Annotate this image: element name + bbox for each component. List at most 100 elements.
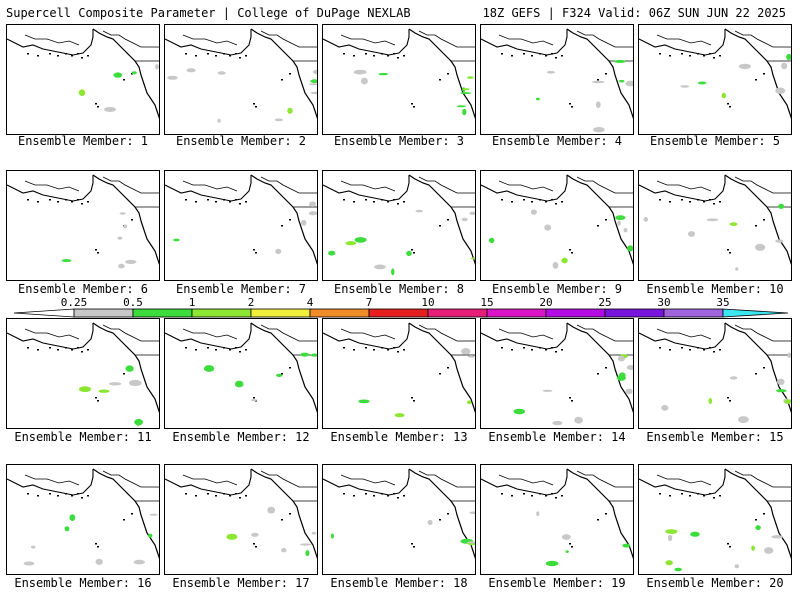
scp-contour-fill [300, 352, 310, 357]
scp-contour-fill [312, 69, 317, 75]
island-mark [413, 252, 415, 254]
coastline-path [656, 474, 712, 486]
island-mark [531, 495, 533, 497]
scp-contour-fill [778, 203, 785, 209]
scp-contour-fill [469, 511, 475, 515]
scp-contour-fill [133, 559, 145, 565]
scp-contour-fill [626, 365, 633, 370]
map-graphic [481, 174, 633, 269]
island-mark [439, 225, 441, 227]
island-mark [539, 53, 541, 55]
island-mark [501, 53, 503, 55]
island-mark [729, 546, 731, 548]
ensemble-member-map [638, 24, 792, 135]
island-mark [727, 103, 729, 105]
scp-contour-fill [561, 257, 568, 264]
island-mark [229, 495, 231, 497]
island-mark [571, 546, 573, 548]
island-mark [689, 55, 691, 57]
ensemble-member-map [322, 170, 476, 281]
coastline-path [498, 328, 554, 340]
scp-contour-fill [661, 404, 669, 411]
chart-title: Supercell Composite Parameter | College … [6, 6, 411, 20]
coastline-path [102, 470, 159, 488]
island-mark [49, 53, 51, 55]
scp-contour-fill [729, 376, 738, 380]
island-mark [689, 495, 691, 497]
scp-contour-fill [234, 380, 244, 388]
island-mark [439, 373, 441, 375]
island-mark [659, 347, 661, 349]
scp-contour-fill [358, 399, 370, 404]
member-caption: Ensemble Member: 15 [646, 430, 784, 444]
island-mark [37, 201, 39, 203]
coastline-path [724, 468, 791, 559]
island-mark [255, 252, 257, 254]
coastline-path [250, 322, 317, 413]
scp-contour-fill [217, 118, 221, 123]
coastline-path [182, 180, 238, 192]
coastline-path [7, 469, 94, 496]
coastline-path [165, 29, 252, 56]
colorbar-graphic: 0.25 0.5 1 2 4 7 10 15 20 25 30 35 [14, 296, 789, 318]
basemap [481, 174, 633, 265]
map-graphic [323, 468, 475, 559]
scp-contour-fill [113, 72, 123, 78]
colorbar-segment [486, 308, 547, 318]
island-mark [681, 347, 683, 349]
island-mark [97, 546, 99, 548]
map-graphic [481, 468, 633, 567]
coastline-path [576, 176, 633, 194]
coastline-path [576, 470, 633, 488]
island-mark [719, 495, 721, 497]
scp-contour-fill [552, 261, 559, 269]
scp-contour-fill [427, 519, 433, 525]
member-caption: Ensemble Member: 16 [14, 576, 152, 590]
colorbar-tick-label: 4 [307, 296, 314, 309]
colorbar-segment [191, 308, 252, 318]
island-mark [87, 55, 89, 57]
coastline-path [418, 324, 475, 342]
colorbar-segment [73, 308, 134, 318]
island-mark [605, 73, 607, 75]
scp-contour-fill [771, 535, 784, 539]
coastline-path [323, 175, 410, 202]
island-mark [81, 203, 83, 205]
island-mark [727, 397, 729, 399]
island-mark [659, 53, 661, 55]
island-mark [597, 519, 599, 521]
scp-contour-fill [470, 257, 475, 260]
island-mark [207, 199, 209, 201]
coastline-path [566, 322, 633, 413]
colorbar-segment [132, 308, 193, 318]
scp-contour-fill [251, 532, 259, 537]
island-mark [411, 543, 413, 545]
coastline-path [498, 474, 554, 486]
island-mark [215, 55, 217, 57]
coastline-path [408, 174, 475, 265]
island-mark [353, 495, 355, 497]
island-mark [87, 495, 89, 497]
scp-contour-fill [203, 365, 215, 372]
map-graphic [323, 28, 475, 119]
coastline-path [92, 28, 159, 119]
scp-contour-fill [775, 239, 784, 243]
member-caption: Ensemble Member: 1 [17, 134, 149, 148]
coastline-path [576, 324, 633, 342]
map-graphic [481, 28, 633, 133]
coastline-path [165, 323, 252, 350]
island-mark [215, 349, 217, 351]
island-mark [413, 400, 415, 402]
island-mark [523, 347, 525, 349]
coastline-path [566, 28, 633, 119]
scp-contour-fill [561, 534, 571, 540]
island-mark [195, 495, 197, 497]
scp-contour-fill [267, 506, 276, 514]
island-mark [729, 106, 731, 108]
scp-contour-fill [378, 72, 389, 76]
scp-contour-fill [125, 259, 137, 264]
island-mark [403, 55, 405, 57]
island-mark [697, 347, 699, 349]
scp-contour-fill [310, 91, 317, 95]
island-mark [253, 543, 255, 545]
